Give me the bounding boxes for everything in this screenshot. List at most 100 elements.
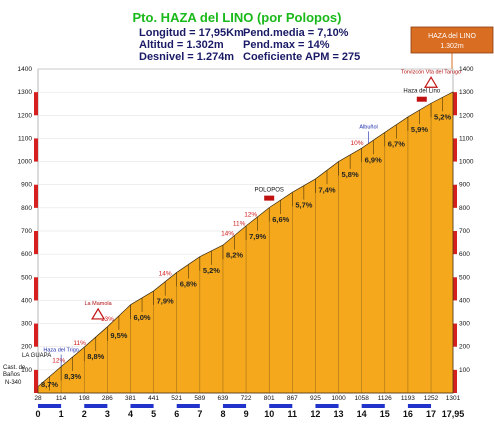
km-band bbox=[222, 404, 247, 408]
y-tick-label-right: 900 bbox=[459, 182, 470, 189]
y-tick-label-left: 500 bbox=[21, 274, 32, 281]
km-band bbox=[315, 404, 339, 408]
poi-label: POLOPOS bbox=[255, 188, 284, 194]
y-tick-label-left: 1300 bbox=[18, 89, 33, 96]
segment-grade: 5,8% bbox=[342, 170, 359, 179]
km-band bbox=[84, 404, 108, 408]
stat-line: Pend.max = 14% bbox=[243, 39, 330, 51]
stat-line: Altitud = 1.302m bbox=[139, 39, 224, 51]
y-tick-label-left: 300 bbox=[21, 321, 32, 328]
warning-icon bbox=[91, 307, 106, 320]
poi-label: Baños bbox=[3, 372, 20, 378]
km-label: 11 bbox=[288, 409, 298, 419]
segment-grade: 8,2% bbox=[226, 251, 243, 260]
segment-grade: 6,0% bbox=[133, 313, 150, 322]
km-band bbox=[269, 404, 293, 408]
km-band bbox=[130, 404, 154, 408]
altitude-label: 1193 bbox=[401, 395, 415, 402]
altitude-label: 589 bbox=[194, 395, 205, 402]
altitude-label: 925 bbox=[310, 395, 321, 402]
left-band bbox=[34, 277, 38, 301]
chart-title: Pto. HAZA del LINO (por Polopos) bbox=[133, 10, 342, 25]
y-tick-label-left: 1000 bbox=[18, 159, 33, 166]
poi-label: LA GUAPA bbox=[22, 353, 51, 359]
y-tick-label-right: 800 bbox=[459, 205, 470, 212]
km-band bbox=[38, 404, 62, 408]
altitude-label: 1252 bbox=[424, 395, 439, 402]
town-icon bbox=[416, 96, 427, 102]
poi-label: La Mamola bbox=[85, 301, 113, 307]
y-tick-label-right: 1100 bbox=[459, 135, 473, 142]
altitude-label: 867 bbox=[287, 395, 298, 402]
y-tick-label-left: 1100 bbox=[18, 135, 32, 142]
y-tick-label-right: 300 bbox=[459, 321, 470, 328]
max-grade: 14% bbox=[221, 230, 234, 237]
right-band bbox=[453, 184, 457, 208]
y-tick-label-right: 600 bbox=[459, 251, 470, 258]
y-tick-label-left: 800 bbox=[21, 205, 32, 212]
poi-label: N-340 bbox=[5, 380, 22, 386]
left-band bbox=[34, 138, 38, 162]
segment-grade: 5,7% bbox=[295, 201, 312, 210]
segment-grade: 6,9% bbox=[365, 155, 382, 164]
profile-area bbox=[37, 91, 454, 394]
altitude-label: 521 bbox=[171, 395, 182, 402]
left-band bbox=[34, 92, 38, 116]
y-tick-label-right: 200 bbox=[459, 344, 470, 351]
stat-line: Coeficiente APM = 275 bbox=[243, 51, 360, 63]
y-tick-label-right: 1000 bbox=[459, 159, 474, 166]
km-band bbox=[407, 404, 432, 408]
km-band bbox=[361, 404, 385, 408]
y-tick-label-right: 1200 bbox=[459, 112, 474, 119]
altitude-label: 381 bbox=[125, 395, 136, 402]
segment-grade: 7,9% bbox=[249, 232, 266, 241]
right-band bbox=[453, 323, 457, 347]
poi-label: Albuñol bbox=[359, 124, 377, 130]
poi-label: Haza del Lino bbox=[403, 89, 440, 95]
left-band bbox=[34, 369, 38, 393]
left-band bbox=[34, 184, 38, 208]
poi-label: Haza del Trigo bbox=[43, 348, 78, 354]
stat-line: Longitud = 17,95Km bbox=[139, 27, 244, 39]
right-band bbox=[453, 369, 457, 393]
left-band bbox=[34, 323, 38, 347]
y-tick-label-right: 100 bbox=[459, 367, 470, 374]
max-grade: 11% bbox=[73, 340, 86, 347]
km-label: 16 bbox=[403, 409, 413, 419]
km-label: 15 bbox=[380, 409, 390, 419]
poi-label: Cast. de bbox=[3, 365, 26, 371]
km-band bbox=[176, 404, 200, 408]
km-label: 17,95 bbox=[442, 409, 465, 419]
max-grade: 10% bbox=[351, 140, 364, 147]
altitude-label: 1301 bbox=[446, 395, 461, 402]
altitude-label: 1058 bbox=[354, 395, 369, 402]
y-tick-label-right: 700 bbox=[459, 228, 470, 235]
segment-grade: 8,8% bbox=[87, 352, 104, 361]
km-axis: 28 114 198 286 381 441 521 589 639 722 801 867 925 10… bbox=[34, 395, 464, 419]
y-tick-label-left: 1200 bbox=[18, 112, 33, 119]
segment-grade: 8,3% bbox=[64, 372, 81, 381]
max-grade: 12% bbox=[52, 358, 65, 365]
left-band bbox=[34, 231, 38, 255]
altitude-label: 114 bbox=[56, 395, 67, 402]
right-band bbox=[453, 92, 457, 116]
right-band bbox=[453, 277, 457, 301]
segment-grade: 9,5% bbox=[110, 331, 127, 340]
y-tick-label-left: 400 bbox=[21, 297, 32, 304]
km-label: 1 bbox=[59, 409, 64, 419]
segment-grade: 5,9% bbox=[411, 125, 428, 134]
warning-icon bbox=[423, 76, 439, 88]
y-tick-label-right: 1300 bbox=[459, 89, 474, 96]
y-tick-label-left: 900 bbox=[21, 182, 32, 189]
km-label: 8 bbox=[220, 409, 225, 419]
stat-line: Desnivel = 1.274m bbox=[139, 51, 234, 63]
km-label: 6 bbox=[174, 409, 179, 419]
y-tick-label-left: 200 bbox=[21, 344, 32, 351]
altitude-label: 198 bbox=[79, 395, 90, 402]
y-tick-label-left: 100 bbox=[21, 367, 32, 374]
km-label: 9 bbox=[244, 409, 249, 419]
altitude-label: 28 bbox=[34, 395, 42, 402]
side-bands bbox=[34, 92, 457, 393]
